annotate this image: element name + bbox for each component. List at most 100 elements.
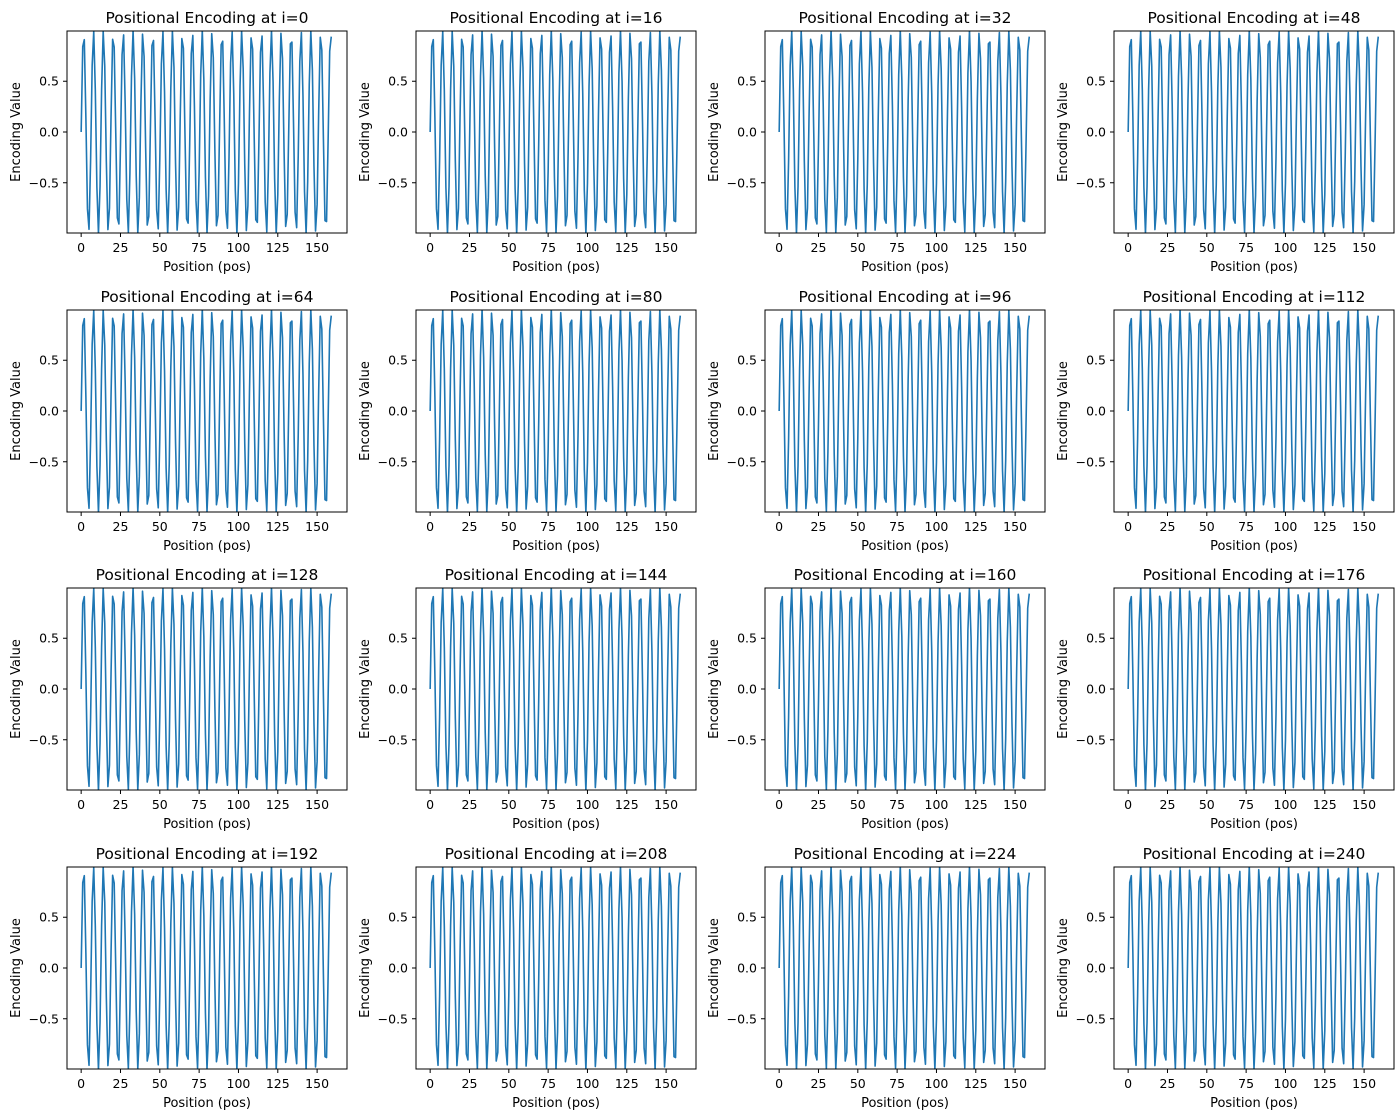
y-tick-label: 0.5: [388, 631, 408, 646]
series-line: [778, 867, 1031, 1069]
x-tick-label: 75: [889, 797, 905, 812]
x-tick-label: 100: [925, 797, 949, 812]
x-tick-label: 50: [1199, 519, 1215, 534]
x-axis-label: Position (pos): [512, 260, 600, 275]
y-axis-label: Encoding Value: [9, 918, 24, 1018]
x-axis-label: Position (pos): [861, 1096, 949, 1111]
x-tick-label: 100: [1274, 240, 1298, 255]
x-tick-label: 0: [426, 1076, 434, 1091]
y-tick-label: −0.5: [378, 175, 408, 190]
x-tick-label: 100: [227, 1076, 251, 1091]
y-tick-label: −0.5: [1076, 175, 1106, 190]
x-tick-label: 75: [889, 1076, 905, 1091]
x-tick-label: 125: [615, 519, 639, 534]
subplot: Positional Encoding at i=32 0 25 50 75 100 125…: [707, 9, 1046, 275]
x-tick-label: 125: [1313, 519, 1337, 534]
y-axis-label: Encoding Value: [9, 361, 24, 461]
x-tick-label: 0: [1124, 797, 1132, 812]
y-tick-label: −0.5: [29, 1011, 59, 1026]
x-tick-label: 25: [113, 240, 129, 255]
x-tick-label: 75: [540, 240, 556, 255]
x-tick-label: 125: [266, 519, 290, 534]
x-tick-label: 125: [615, 797, 639, 812]
series-line: [80, 310, 333, 512]
x-tick-label: 100: [925, 1076, 949, 1091]
series-line: [1127, 310, 1380, 512]
y-tick-label: −0.5: [29, 732, 59, 747]
series-line: [429, 310, 682, 512]
x-tick-label: 50: [152, 519, 168, 534]
x-tick-label: 150: [305, 519, 329, 534]
y-tick-label: 0.5: [39, 353, 59, 368]
y-tick-label: 0.0: [39, 125, 59, 140]
y-tick-label: −0.5: [1076, 732, 1106, 747]
x-tick-label: 50: [501, 1076, 517, 1091]
x-tick-label: 0: [77, 1076, 85, 1091]
x-tick-label: 25: [462, 519, 478, 534]
x-tick-label: 0: [775, 797, 783, 812]
x-tick-label: 25: [462, 1076, 478, 1091]
series-line: [429, 867, 682, 1069]
x-tick-label: 125: [964, 797, 988, 812]
y-tick-label: 0.0: [1086, 125, 1106, 140]
x-axis-label: Position (pos): [163, 539, 251, 554]
x-tick-label: 50: [850, 1076, 866, 1091]
y-axis-label: Encoding Value: [9, 639, 24, 739]
subplot: Positional Encoding at i=64 0 25 50 75 100 125…: [9, 288, 348, 554]
x-tick-label: 100: [1274, 797, 1298, 812]
y-tick-label: −0.5: [1076, 454, 1106, 469]
x-tick-label: 50: [1199, 1076, 1215, 1091]
x-tick-label: 0: [1124, 519, 1132, 534]
y-tick-label: 0.0: [737, 682, 757, 697]
x-tick-label: 75: [540, 1076, 556, 1091]
subplot-title: Positional Encoding at i=80: [450, 288, 663, 306]
x-tick-label: 50: [501, 519, 517, 534]
x-axis-label: Position (pos): [1210, 539, 1298, 554]
x-tick-label: 25: [113, 797, 129, 812]
subplot-title: Positional Encoding at i=96: [799, 288, 1012, 306]
x-tick-label: 75: [191, 240, 207, 255]
x-tick-label: 0: [1124, 240, 1132, 255]
y-tick-label: 0.0: [1086, 682, 1106, 697]
subplot: Positional Encoding at i=208 0 25 50 75 100 12…: [358, 845, 697, 1111]
y-tick-label: 0.0: [737, 125, 757, 140]
subplot: Positional Encoding at i=48 0 25 50 75 100 125…: [1056, 9, 1395, 275]
x-tick-label: 0: [775, 240, 783, 255]
x-tick-label: 150: [654, 240, 678, 255]
series-line: [778, 588, 1031, 790]
x-tick-label: 150: [1352, 1076, 1376, 1091]
subplot-title: Positional Encoding at i=224: [794, 845, 1017, 863]
series-line: [1127, 867, 1380, 1069]
x-tick-label: 75: [889, 240, 905, 255]
y-tick-label: 0.5: [1086, 631, 1106, 646]
x-tick-label: 100: [576, 797, 600, 812]
y-axis-label: Encoding Value: [9, 82, 24, 182]
y-tick-label: 0.0: [39, 404, 59, 419]
x-tick-label: 25: [462, 797, 478, 812]
x-tick-label: 75: [1238, 1076, 1254, 1091]
y-tick-label: 0.5: [39, 74, 59, 89]
y-tick-label: 0.0: [388, 125, 408, 140]
x-tick-label: 75: [540, 797, 556, 812]
x-tick-label: 125: [964, 519, 988, 534]
y-tick-label: 0.5: [1086, 74, 1106, 89]
x-tick-label: 100: [576, 519, 600, 534]
y-tick-label: 0.5: [737, 631, 757, 646]
x-tick-label: 100: [925, 519, 949, 534]
y-tick-label: −0.5: [29, 454, 59, 469]
y-tick-label: −0.5: [727, 175, 757, 190]
subplot-title: Positional Encoding at i=240: [1143, 845, 1366, 863]
x-axis-label: Position (pos): [861, 260, 949, 275]
subplot: Positional Encoding at i=112 0 25 50 75 100 12…: [1056, 288, 1395, 554]
y-tick-label: 0.5: [39, 631, 59, 646]
subplot-title: Positional Encoding at i=208: [445, 845, 668, 863]
subplot-title: Positional Encoding at i=144: [445, 566, 668, 584]
x-tick-label: 125: [266, 797, 290, 812]
y-tick-label: 0.5: [737, 353, 757, 368]
x-axis-label: Position (pos): [1210, 817, 1298, 832]
x-tick-label: 75: [191, 519, 207, 534]
y-tick-label: 0.5: [388, 74, 408, 89]
x-tick-label: 150: [1003, 1076, 1027, 1091]
x-tick-label: 25: [811, 797, 827, 812]
y-tick-label: 0.5: [737, 74, 757, 89]
